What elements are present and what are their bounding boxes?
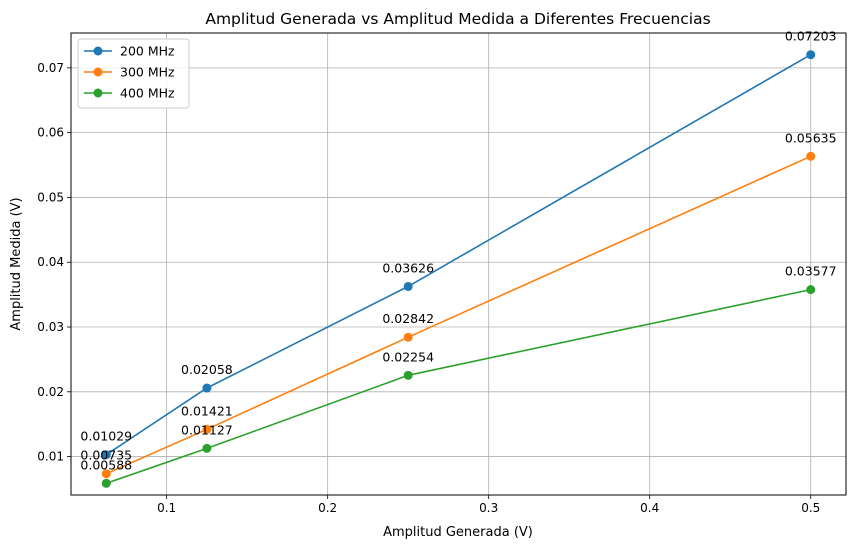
- plot-frame: [70, 32, 847, 496]
- legend-label: 200 MHz: [120, 44, 175, 59]
- data-label: 0.00735: [80, 448, 132, 463]
- x-tick-label: 0.1: [157, 501, 176, 515]
- legend-marker: [93, 46, 103, 56]
- legend: 200 MHz 300 MHz 400 MHz: [77, 38, 190, 109]
- data-label: 0.03626: [382, 260, 434, 275]
- data-label: 0.01127: [181, 422, 233, 437]
- series-line: [105, 54, 812, 456]
- chart-title: Amplitud Generada vs Amplitud Medida a D…: [205, 10, 710, 28]
- data-point: [101, 469, 111, 479]
- y-tick-label: 0.07: [37, 61, 64, 75]
- data-point: [202, 383, 212, 393]
- legend-label: 400 MHz: [120, 86, 175, 101]
- data-point: [403, 332, 413, 342]
- data-point: [101, 450, 111, 460]
- legend-marker: [93, 88, 103, 98]
- data-point: [403, 281, 413, 291]
- tick-layer: 0.1 0.2 0.3 0.4 0.5 0.01 0.02 0.03 0.04 0.05 0.06 0…: [37, 61, 820, 515]
- y-tick-label: 0.04: [37, 255, 64, 269]
- x-tick-label: 0.3: [479, 501, 498, 515]
- x-tick-label: 0.4: [640, 501, 659, 515]
- data-label: 0.02842: [382, 311, 434, 326]
- series-layer: [101, 50, 816, 488]
- legend-box: [77, 38, 190, 109]
- data-point: [806, 50, 816, 60]
- data-point: [806, 151, 816, 161]
- y-tick-label: 0.06: [37, 126, 64, 140]
- x-axis-label: Amplitud Generada (V): [383, 525, 533, 540]
- y-tick-label: 0.03: [37, 320, 64, 334]
- series-line: [106, 288, 811, 485]
- data-label: 0.02058: [181, 362, 233, 377]
- x-tick-label: 0.5: [801, 501, 820, 515]
- series-line: [105, 155, 812, 475]
- data-point: [202, 424, 212, 434]
- y-tick-label: 0.01: [37, 450, 64, 464]
- data-label-layer: 0.01029 0.02058 0.03626 0.07203 0.00735 0.014…: [80, 29, 836, 473]
- data-label: 0.03577: [785, 264, 837, 279]
- data-point: [101, 478, 111, 488]
- y-tick-label: 0.02: [37, 385, 64, 399]
- data-label: 0.02254: [382, 349, 434, 364]
- data-label: 0.01029: [80, 429, 132, 444]
- data-label: 0.01421: [181, 403, 233, 418]
- data-point: [806, 285, 816, 295]
- data-point: [202, 443, 212, 453]
- y-tick-label: 0.05: [37, 190, 64, 204]
- y-axis-label: Amplitud Medida (V): [9, 197, 24, 330]
- data-label: 0.07203: [785, 29, 837, 44]
- data-point: [403, 370, 413, 380]
- legend-marker: [93, 67, 103, 77]
- data-label: 0.00588: [80, 457, 132, 472]
- data-label: 0.05635: [785, 130, 837, 145]
- x-tick-label: 0.2: [318, 501, 337, 515]
- legend-label: 300 MHz: [120, 65, 175, 80]
